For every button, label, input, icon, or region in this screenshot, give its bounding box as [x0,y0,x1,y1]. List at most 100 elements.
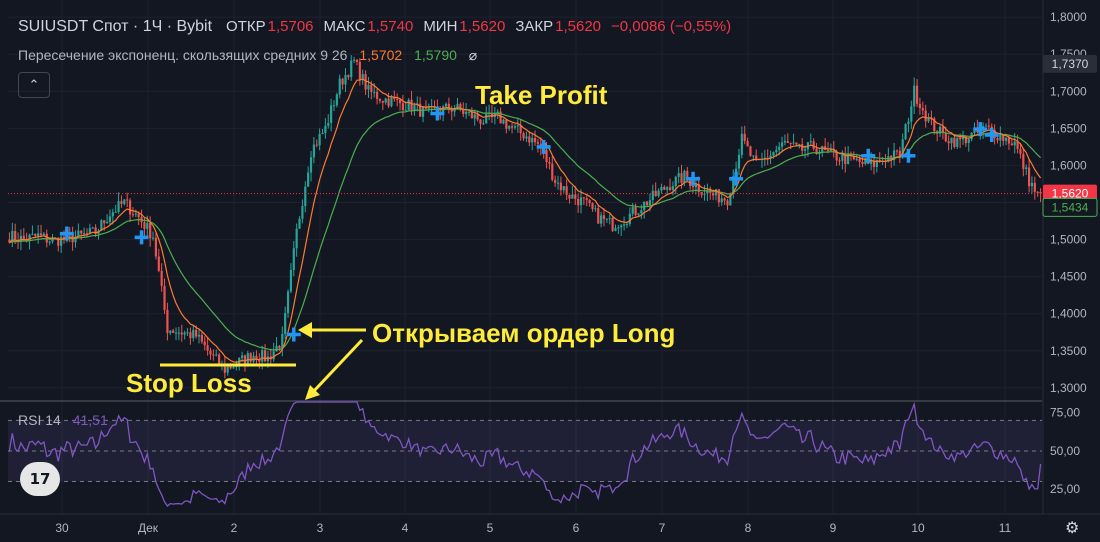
candle-body [579,197,583,206]
candle-body [172,330,175,333]
candle-body [467,111,471,113]
candle-body [243,355,247,365]
candle-body [694,184,697,188]
candle-body [450,109,453,112]
rsi-tick-label: 50,00 [1050,444,1080,458]
candle-body [913,85,916,107]
time-tick-label: 6 [573,521,580,535]
candle-body [614,228,617,231]
time-tick-label: 10 [911,521,925,535]
candle-body [585,198,588,200]
candle-body [847,153,850,165]
candle-body [263,350,267,362]
candle-body [154,237,158,257]
candle-body [1010,143,1013,146]
candle-body [887,156,890,163]
candle-body [625,223,629,225]
candle-body [809,141,812,143]
candle-body [157,256,160,271]
candle-body [643,201,646,211]
candle-body [1005,137,1008,141]
candle-body [967,139,970,144]
candle-body [404,109,407,111]
candle-body [1002,134,1005,141]
candle-body [318,134,321,146]
candle-body [485,113,488,124]
candle-body [554,179,557,183]
candle-body [8,239,11,243]
candle-body [631,206,634,214]
eye-off-icon[interactable]: ⌀ [468,47,478,63]
candle-body [91,227,94,229]
candle-body [611,217,614,231]
candle-body [160,270,163,286]
candle-body [212,354,215,356]
candle-body [714,189,718,196]
high-value: 1,5740 [367,18,414,35]
candle-body [582,197,585,199]
candle-body [131,214,135,216]
candle-body [304,186,307,207]
price-tick-label: 1,5000 [1050,233,1087,247]
long-entry-arrow-head [298,322,312,338]
candle-body [892,150,896,161]
candle-body [1025,167,1028,169]
candle-body [726,200,729,206]
candle-body [597,208,600,224]
candle-body [752,155,755,157]
candle-body [1027,167,1031,187]
candle-body [666,187,669,190]
candle-body [749,146,752,156]
candle-body [261,350,264,362]
time-tick-label: 30 [55,521,69,535]
indicator-legend[interactable]: Пересечение экспоненц. скользящих средни… [18,47,477,64]
change-value: −0,0086 (−0,55%) [611,18,732,35]
candle-body [120,201,123,204]
tradingview-logo[interactable]: 17 [20,462,60,496]
symbol-header: SUIUSDT Спот · 1Ч · Bybit ОТКР 1,5706 МА… [18,18,741,38]
candle-body [933,118,936,132]
candle-body [183,332,186,335]
candle-body [341,78,344,85]
candle-body [272,351,275,360]
candle-body [177,332,180,334]
candle-body [421,106,425,117]
candle-body [34,233,37,237]
candle-body [74,236,77,243]
candle-body [462,109,465,115]
candle-body [215,354,218,356]
candle-body [941,126,944,134]
candle-body [223,363,226,373]
candle-body [717,189,720,203]
candle-body [927,118,930,122]
candle-body [904,124,907,140]
candle-body [347,75,350,78]
candle-body [39,233,43,236]
candle-body [37,233,40,237]
candle-body [479,119,482,124]
candle-body [169,330,172,334]
candle-body [249,353,252,362]
candle-body [289,270,293,292]
candle-body [330,105,333,123]
collapse-legend-button[interactable]: ⌃ [18,72,50,98]
rsi-legend[interactable]: RSI 14 41,51 [18,412,108,428]
time-tick-label: 11 [999,521,1012,535]
time-tick-label: 5 [487,521,494,535]
candle-body [1022,153,1025,169]
candle-body [536,142,540,144]
symbol-title[interactable]: SUIUSDT Спот · 1Ч · Bybit [18,18,213,35]
candle-body [519,125,522,134]
candle-body [332,105,336,107]
candle-body [683,170,686,183]
candle-body [841,154,844,161]
gear-icon[interactable]: ⚙ [1065,520,1080,537]
high-label: МАКС [323,18,366,35]
time-tick-label: 9 [830,521,837,535]
rsi-band [8,420,1042,482]
candle-body [648,200,652,206]
candle-body [11,230,14,243]
candle-body [602,215,606,219]
candle-body [315,144,318,146]
